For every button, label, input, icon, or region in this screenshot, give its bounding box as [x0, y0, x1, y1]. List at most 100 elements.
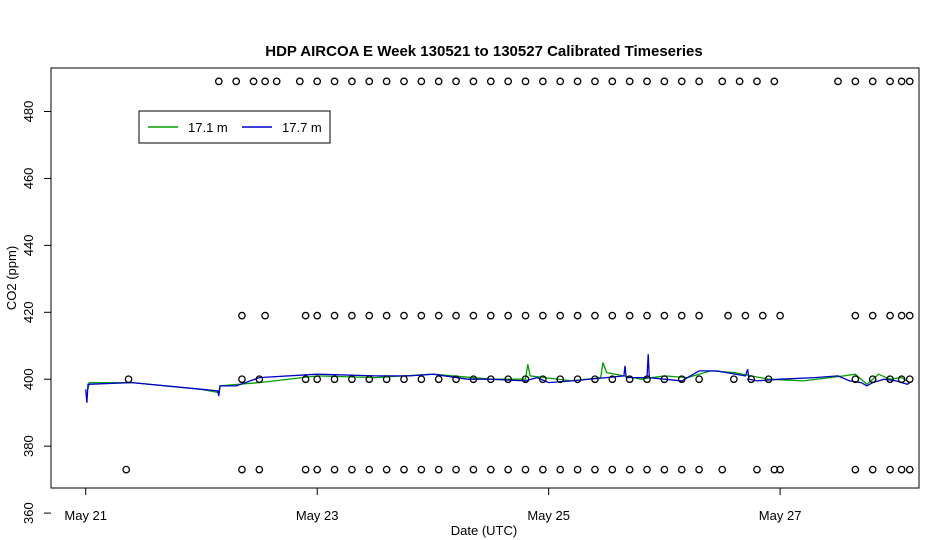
- calibration-point-117: [753, 465, 761, 474]
- calibration-point-77: [573, 77, 582, 86]
- calibration-point-96: [643, 465, 651, 474]
- calibration-point-115: [747, 375, 756, 384]
- calibration-point-75: [556, 375, 565, 384]
- calibration-point-9: [255, 465, 264, 474]
- calibration-point-51: [452, 375, 460, 384]
- calibration-point-29: [365, 77, 374, 86]
- calibration-point-140: [897, 465, 906, 474]
- calibration-point-141: [905, 77, 914, 86]
- calibration-point-50: [452, 311, 460, 320]
- y-axis: 360 380 400 420 440 460 480: [21, 101, 51, 524]
- calibration-point-99: [660, 375, 669, 384]
- calibration-point-76: [556, 465, 565, 474]
- calibration-point-17: [313, 77, 322, 86]
- series-calibration-points: [122, 77, 914, 474]
- calibration-point-103: [677, 375, 686, 384]
- calibration-point-6: [238, 465, 246, 474]
- calibration-point-66: [521, 311, 530, 320]
- calibration-point-53: [469, 77, 478, 86]
- calibration-point-42: [417, 311, 426, 320]
- calibration-point-87: [608, 375, 617, 384]
- calibration-point-52: [452, 465, 460, 474]
- calibration-point-98: [660, 311, 669, 320]
- calibration-point-73: [556, 77, 565, 86]
- calibration-point-43: [417, 375, 426, 384]
- calibration-point-32: [365, 465, 374, 474]
- calibration-point-54: [469, 311, 478, 320]
- calibration-point-86: [608, 311, 617, 320]
- calibration-point-25: [348, 77, 356, 86]
- y-tick-label-440: 440: [21, 235, 36, 257]
- calibration-point-119: [764, 375, 773, 384]
- calibration-point-41: [417, 77, 426, 86]
- calibration-point-28: [348, 465, 356, 474]
- y-axis-label: CO2 (ppm): [4, 246, 19, 310]
- calibration-point-37: [400, 77, 408, 86]
- calibration-point-10: [261, 311, 269, 320]
- calibration-point-26: [348, 311, 356, 320]
- chart-title: HDP AIRCOA E Week 130521 to 130527 Calib…: [265, 43, 702, 60]
- calibration-point-74: [556, 311, 565, 320]
- calibration-point-142: [905, 311, 914, 320]
- calibration-point-24: [330, 465, 339, 474]
- legend-label-17-1-m: 17.1 m: [188, 120, 228, 135]
- calibration-point-138: [897, 311, 906, 320]
- calibration-point-113: [735, 77, 744, 86]
- calibration-point-92: [625, 465, 634, 474]
- calibration-point-0: [122, 465, 131, 474]
- calibration-point-91: [625, 375, 634, 384]
- calibration-point-5: [238, 375, 246, 384]
- calibration-point-38: [400, 311, 408, 320]
- calibration-point-104: [677, 465, 686, 474]
- calibration-point-49: [452, 77, 460, 86]
- calibration-point-81: [591, 77, 599, 86]
- calibration-point-106: [695, 311, 703, 320]
- series-layer: [85, 77, 914, 474]
- plot-area-frame: [50, 67, 920, 489]
- calibration-point-2: [214, 77, 223, 86]
- calibration-point-20: [313, 465, 322, 474]
- x-axis-label: Date (UTC): [451, 523, 517, 538]
- calibration-point-4: [238, 311, 246, 320]
- calibration-point-65: [521, 77, 530, 86]
- calibration-point-100: [660, 465, 669, 474]
- calibration-point-67: [521, 375, 530, 384]
- calibration-point-135: [886, 375, 894, 384]
- calibration-point-78: [573, 311, 582, 320]
- calibration-point-35: [382, 375, 391, 384]
- calibration-point-84: [591, 465, 599, 474]
- calibration-point-68: [521, 465, 530, 474]
- calibration-point-70: [539, 311, 547, 320]
- calibration-point-94: [643, 311, 651, 320]
- y-tick-label-420: 420: [21, 301, 36, 323]
- calibration-point-107: [695, 375, 703, 384]
- x-tick-label-1: May 23: [296, 508, 339, 523]
- calibration-point-69: [539, 77, 547, 86]
- calibration-point-102: [677, 311, 686, 320]
- calibration-point-139: [897, 375, 906, 384]
- calibration-point-36: [382, 465, 391, 474]
- x-tick-label-0: May 21: [64, 508, 107, 523]
- calibration-point-21: [330, 77, 339, 86]
- calibration-point-123: [776, 465, 784, 474]
- calibration-point-61: [504, 77, 512, 86]
- calibration-point-34: [382, 311, 391, 320]
- calibration-point-19: [313, 375, 322, 384]
- calibration-point-16: [301, 465, 310, 474]
- calibration-point-40: [400, 465, 408, 474]
- calibration-point-55: [469, 375, 478, 384]
- calibration-point-126: [851, 311, 860, 320]
- calibration-point-63: [504, 375, 512, 384]
- calibration-point-39: [400, 375, 408, 384]
- calibration-point-30: [365, 311, 374, 320]
- series-line-17-7-m: [85, 354, 911, 403]
- calibration-point-137: [897, 77, 906, 86]
- calibration-point-46: [434, 311, 443, 320]
- calibration-point-1: [124, 375, 133, 384]
- calibration-point-118: [758, 311, 767, 320]
- calibration-point-23: [330, 375, 339, 384]
- calibration-point-97: [660, 77, 669, 86]
- calibration-point-45: [434, 77, 443, 86]
- calibration-point-11: [261, 77, 269, 86]
- calibration-point-143: [905, 375, 914, 384]
